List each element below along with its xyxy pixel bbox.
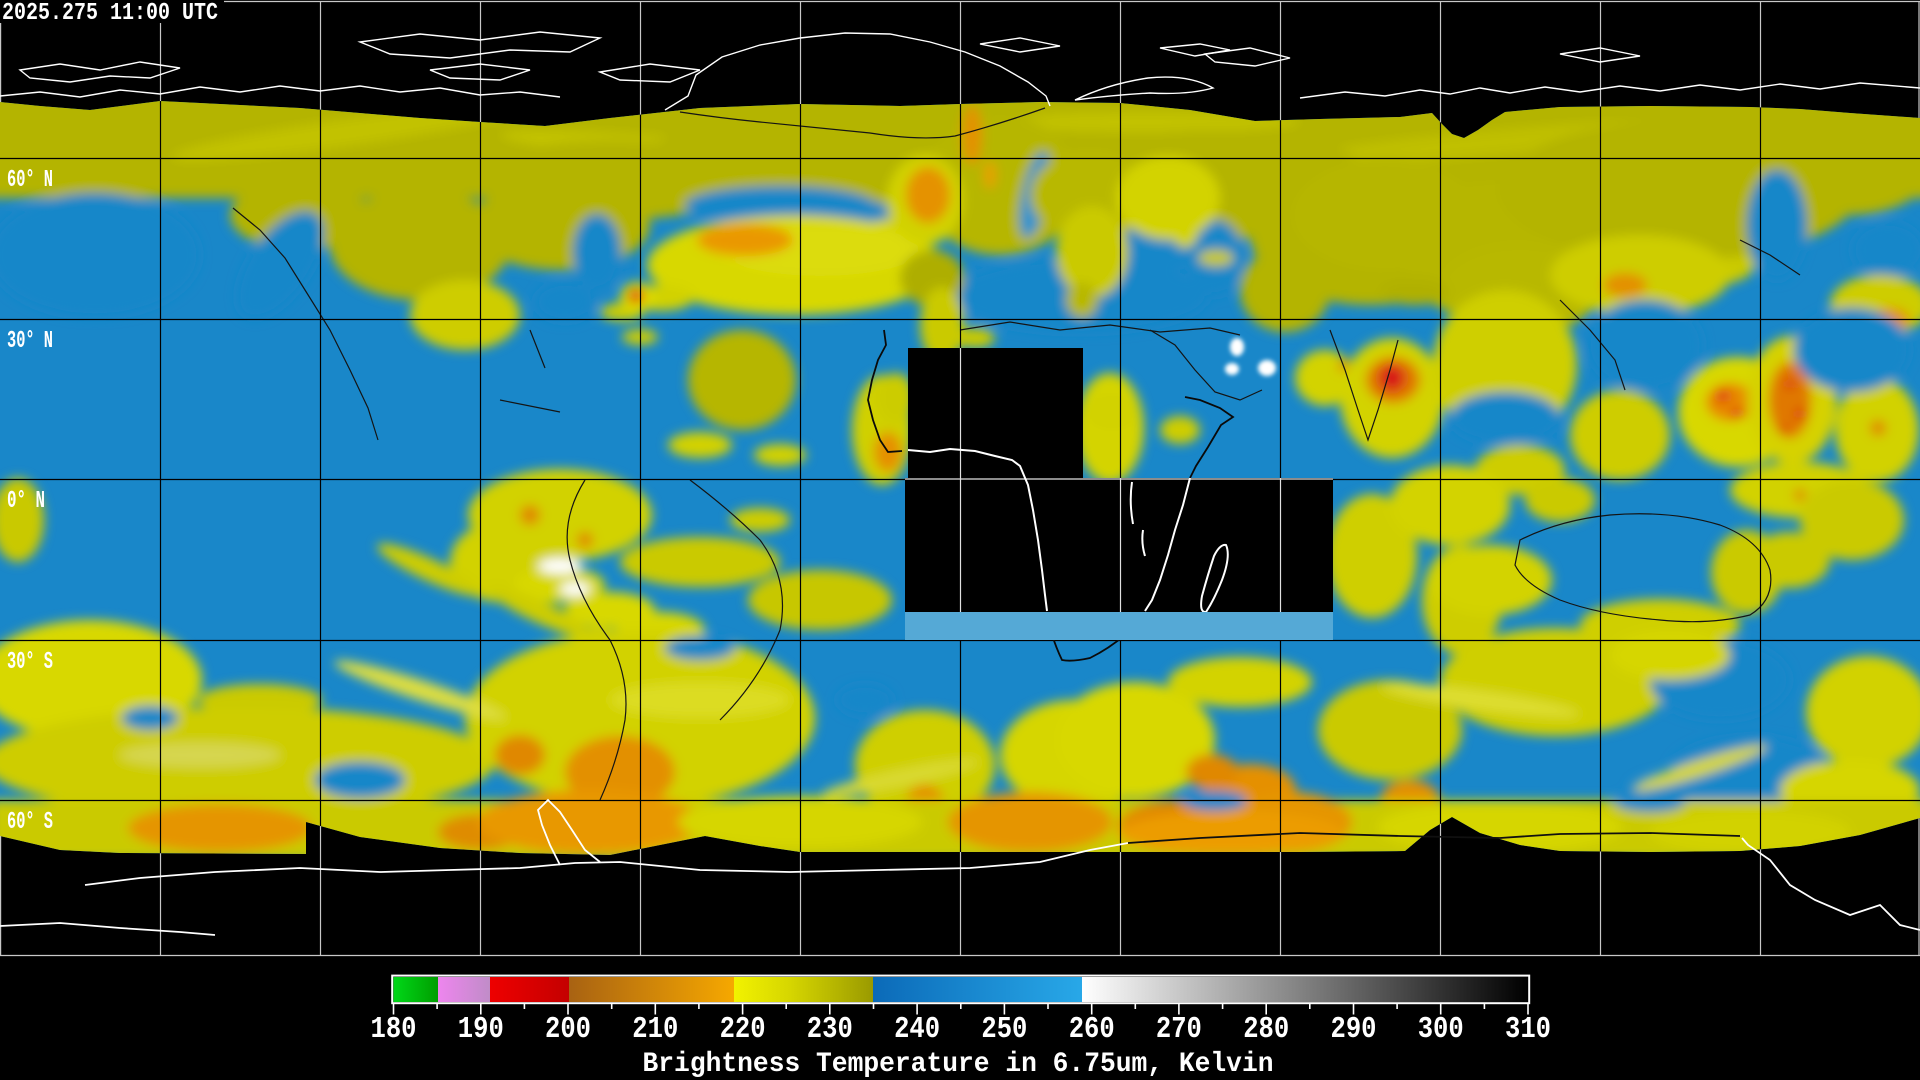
svg-text:30° N: 30° N	[7, 328, 53, 355]
svg-text:280: 280	[1243, 1012, 1289, 1047]
svg-text:60° N: 60° N	[7, 167, 53, 194]
svg-text:290: 290	[1331, 1012, 1377, 1047]
svg-text:310: 310	[1505, 1012, 1551, 1047]
svg-text:Brightness Temperature in 6.75: Brightness Temperature in 6.75um, Kelvin	[643, 1049, 1274, 1080]
svg-text:210: 210	[632, 1012, 678, 1047]
svg-text:230: 230	[807, 1012, 853, 1047]
svg-text:30° S: 30° S	[7, 649, 53, 676]
svg-text:250: 250	[981, 1012, 1027, 1047]
svg-text:2025.275 11:00 UTC: 2025.275 11:00 UTC	[2, 0, 218, 27]
svg-text:180: 180	[371, 1012, 417, 1047]
svg-text:300: 300	[1418, 1012, 1464, 1047]
svg-text:270: 270	[1156, 1012, 1202, 1047]
svg-text:200: 200	[545, 1012, 591, 1047]
svg-text:240: 240	[894, 1012, 940, 1047]
svg-text:190: 190	[458, 1012, 504, 1047]
svg-text:60° S: 60° S	[7, 809, 53, 836]
svg-text:220: 220	[720, 1012, 766, 1047]
svg-text:260: 260	[1069, 1012, 1115, 1047]
svg-text:0° N: 0° N	[7, 488, 45, 515]
